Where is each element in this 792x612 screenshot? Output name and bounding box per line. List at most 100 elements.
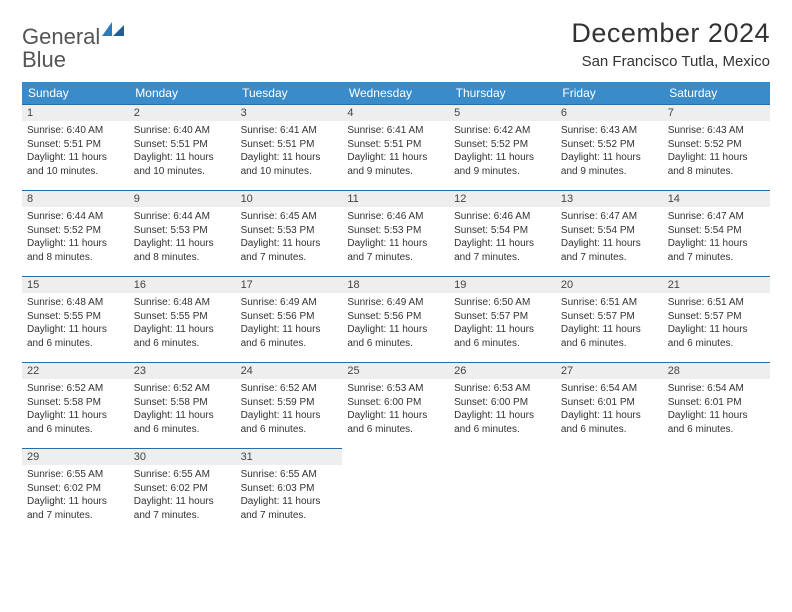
calendar-day-cell: 22Sunrise: 6:52 AMSunset: 5:58 PMDayligh… (22, 362, 129, 448)
calendar-day-cell: 20Sunrise: 6:51 AMSunset: 5:57 PMDayligh… (556, 276, 663, 362)
day-details: Sunrise: 6:55 AMSunset: 6:03 PMDaylight:… (236, 465, 343, 527)
day-number: 6 (556, 104, 663, 121)
sunrise-text: Sunrise: 6:45 AM (241, 210, 338, 224)
sunrise-text: Sunrise: 6:46 AM (454, 210, 551, 224)
weekday-header: Tuesday (236, 82, 343, 104)
sunrise-text: Sunrise: 6:53 AM (454, 382, 551, 396)
calendar-day-cell: 27Sunrise: 6:54 AMSunset: 6:01 PMDayligh… (556, 362, 663, 448)
sunset-text: Sunset: 5:52 PM (561, 138, 658, 152)
calendar-day-cell: 25Sunrise: 6:53 AMSunset: 6:00 PMDayligh… (342, 362, 449, 448)
day-number: 18 (342, 276, 449, 293)
sunrise-text: Sunrise: 6:49 AM (241, 296, 338, 310)
day-details: Sunrise: 6:40 AMSunset: 5:51 PMDaylight:… (22, 121, 129, 183)
logo-text-2: Blue (22, 47, 66, 72)
sunset-text: Sunset: 6:00 PM (347, 396, 444, 410)
day-details: Sunrise: 6:55 AMSunset: 6:02 PMDaylight:… (129, 465, 236, 527)
sunrise-text: Sunrise: 6:54 AM (668, 382, 765, 396)
day-number: 2 (129, 104, 236, 121)
daylight-text: Daylight: 11 hours and 8 minutes. (134, 237, 231, 264)
day-details: Sunrise: 6:44 AMSunset: 5:52 PMDaylight:… (22, 207, 129, 269)
weekday-header: Friday (556, 82, 663, 104)
calendar-day-cell: 11Sunrise: 6:46 AMSunset: 5:53 PMDayligh… (342, 190, 449, 276)
daylight-text: Daylight: 11 hours and 7 minutes. (27, 495, 124, 522)
sunset-text: Sunset: 6:02 PM (134, 482, 231, 496)
sunrise-text: Sunrise: 6:53 AM (347, 382, 444, 396)
sunrise-text: Sunrise: 6:50 AM (454, 296, 551, 310)
daylight-text: Daylight: 11 hours and 10 minutes. (134, 151, 231, 178)
sunrise-text: Sunrise: 6:51 AM (668, 296, 765, 310)
sunset-text: Sunset: 5:54 PM (561, 224, 658, 238)
weekday-header: Sunday (22, 82, 129, 104)
day-details: Sunrise: 6:43 AMSunset: 5:52 PMDaylight:… (663, 121, 770, 183)
weekday-header: Wednesday (342, 82, 449, 104)
calendar-day-cell: 6Sunrise: 6:43 AMSunset: 5:52 PMDaylight… (556, 104, 663, 190)
sunset-text: Sunset: 5:52 PM (27, 224, 124, 238)
sunset-text: Sunset: 5:59 PM (241, 396, 338, 410)
day-details: Sunrise: 6:49 AMSunset: 5:56 PMDaylight:… (236, 293, 343, 355)
daylight-text: Daylight: 11 hours and 6 minutes. (668, 323, 765, 350)
calendar-day-cell: 7Sunrise: 6:43 AMSunset: 5:52 PMDaylight… (663, 104, 770, 190)
day-number: 11 (342, 190, 449, 207)
sunset-text: Sunset: 5:51 PM (241, 138, 338, 152)
day-details: Sunrise: 6:46 AMSunset: 5:54 PMDaylight:… (449, 207, 556, 269)
sunrise-text: Sunrise: 6:44 AM (134, 210, 231, 224)
day-details: Sunrise: 6:51 AMSunset: 5:57 PMDaylight:… (663, 293, 770, 355)
daylight-text: Daylight: 11 hours and 6 minutes. (561, 409, 658, 436)
calendar-day-cell: 12Sunrise: 6:46 AMSunset: 5:54 PMDayligh… (449, 190, 556, 276)
sunset-text: Sunset: 5:54 PM (454, 224, 551, 238)
calendar-day-cell: 2Sunrise: 6:40 AMSunset: 5:51 PMDaylight… (129, 104, 236, 190)
sunset-text: Sunset: 5:56 PM (347, 310, 444, 324)
calendar-week-row: 1Sunrise: 6:40 AMSunset: 5:51 PMDaylight… (22, 104, 770, 190)
calendar-week-row: 22Sunrise: 6:52 AMSunset: 5:58 PMDayligh… (22, 362, 770, 448)
daylight-text: Daylight: 11 hours and 9 minutes. (454, 151, 551, 178)
day-number: 20 (556, 276, 663, 293)
sunset-text: Sunset: 5:51 PM (347, 138, 444, 152)
calendar-day-cell: 9Sunrise: 6:44 AMSunset: 5:53 PMDaylight… (129, 190, 236, 276)
sunset-text: Sunset: 5:57 PM (454, 310, 551, 324)
sunrise-text: Sunrise: 6:52 AM (134, 382, 231, 396)
sunrise-text: Sunrise: 6:47 AM (668, 210, 765, 224)
day-details: Sunrise: 6:52 AMSunset: 5:58 PMDaylight:… (129, 379, 236, 441)
calendar-day-cell: 29Sunrise: 6:55 AMSunset: 6:02 PMDayligh… (22, 448, 129, 534)
day-details: Sunrise: 6:51 AMSunset: 5:57 PMDaylight:… (556, 293, 663, 355)
logo-sail-icon (102, 22, 124, 36)
calendar-day-cell: 5Sunrise: 6:42 AMSunset: 5:52 PMDaylight… (449, 104, 556, 190)
sunset-text: Sunset: 5:55 PM (134, 310, 231, 324)
sunrise-text: Sunrise: 6:52 AM (27, 382, 124, 396)
day-number: 21 (663, 276, 770, 293)
day-number: 29 (22, 448, 129, 465)
calendar-day-cell (556, 448, 663, 534)
day-details: Sunrise: 6:54 AMSunset: 6:01 PMDaylight:… (663, 379, 770, 441)
weekday-header: Saturday (663, 82, 770, 104)
calendar-week-row: 15Sunrise: 6:48 AMSunset: 5:55 PMDayligh… (22, 276, 770, 362)
sunset-text: Sunset: 5:55 PM (27, 310, 124, 324)
sunrise-text: Sunrise: 6:55 AM (27, 468, 124, 482)
day-number: 30 (129, 448, 236, 465)
day-details: Sunrise: 6:54 AMSunset: 6:01 PMDaylight:… (556, 379, 663, 441)
calendar-day-cell: 14Sunrise: 6:47 AMSunset: 5:54 PMDayligh… (663, 190, 770, 276)
page-title: December 2024 (571, 18, 770, 49)
daylight-text: Daylight: 11 hours and 6 minutes. (241, 323, 338, 350)
daylight-text: Daylight: 11 hours and 6 minutes. (347, 323, 444, 350)
calendar-week-row: 29Sunrise: 6:55 AMSunset: 6:02 PMDayligh… (22, 448, 770, 534)
sunrise-text: Sunrise: 6:47 AM (561, 210, 658, 224)
sunset-text: Sunset: 6:01 PM (668, 396, 765, 410)
calendar-day-cell: 31Sunrise: 6:55 AMSunset: 6:03 PMDayligh… (236, 448, 343, 534)
daylight-text: Daylight: 11 hours and 8 minutes. (668, 151, 765, 178)
day-details: Sunrise: 6:49 AMSunset: 5:56 PMDaylight:… (342, 293, 449, 355)
sunset-text: Sunset: 5:53 PM (134, 224, 231, 238)
day-details: Sunrise: 6:47 AMSunset: 5:54 PMDaylight:… (663, 207, 770, 269)
day-details: Sunrise: 6:55 AMSunset: 6:02 PMDaylight:… (22, 465, 129, 527)
calendar-day-cell: 15Sunrise: 6:48 AMSunset: 5:55 PMDayligh… (22, 276, 129, 362)
day-details: Sunrise: 6:43 AMSunset: 5:52 PMDaylight:… (556, 121, 663, 183)
sunrise-text: Sunrise: 6:40 AM (27, 124, 124, 138)
calendar-day-cell: 26Sunrise: 6:53 AMSunset: 6:00 PMDayligh… (449, 362, 556, 448)
daylight-text: Daylight: 11 hours and 6 minutes. (561, 323, 658, 350)
sunset-text: Sunset: 5:58 PM (27, 396, 124, 410)
calendar-day-cell (663, 448, 770, 534)
daylight-text: Daylight: 11 hours and 6 minutes. (347, 409, 444, 436)
daylight-text: Daylight: 11 hours and 7 minutes. (347, 237, 444, 264)
sunset-text: Sunset: 6:00 PM (454, 396, 551, 410)
sunrise-text: Sunrise: 6:48 AM (27, 296, 124, 310)
calendar-table: SundayMondayTuesdayWednesdayThursdayFrid… (22, 82, 770, 534)
